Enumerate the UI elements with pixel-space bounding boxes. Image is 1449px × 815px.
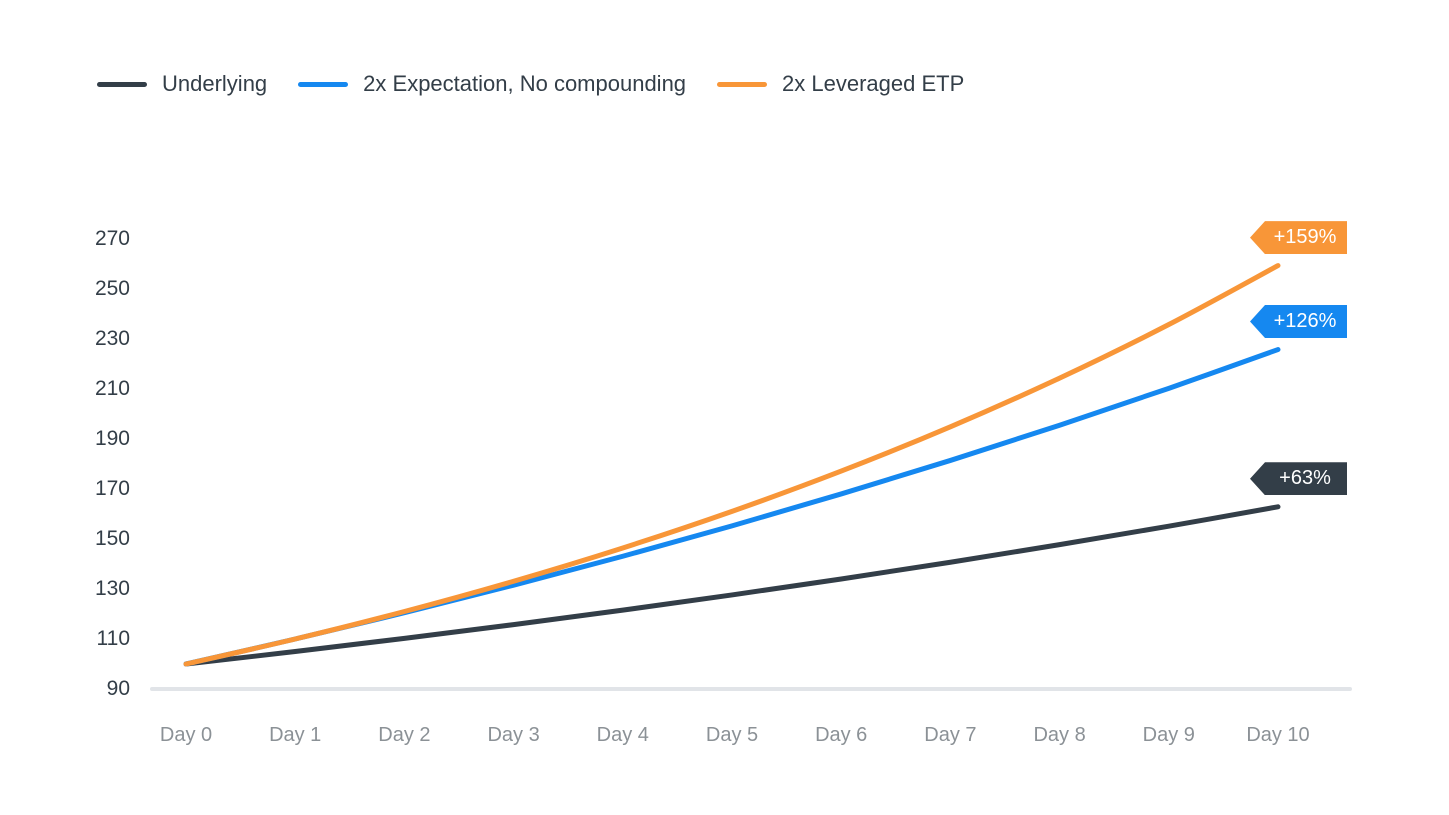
legend-item-2x-leveraged-etp: 2x Leveraged ETP bbox=[717, 70, 964, 98]
x-axis-label: Day 5 bbox=[705, 724, 759, 746]
x-axis-label: Day 10 bbox=[1246, 724, 1310, 746]
legend-item-underlying: Underlying bbox=[97, 70, 267, 98]
y-axis-label: 210 bbox=[94, 377, 130, 400]
y-axis-label: 90 bbox=[106, 677, 130, 700]
leveraged-etp-line bbox=[183, 263, 1281, 667]
expectation-line bbox=[183, 347, 1281, 667]
y-axis-label: 130 bbox=[94, 577, 130, 600]
end-badge-underlying: +63% bbox=[1250, 462, 1347, 496]
x-axis-label: Day 9 bbox=[1142, 724, 1195, 746]
x-axis-label: Day 8 bbox=[1033, 724, 1086, 746]
x-axis-label: Day 1 bbox=[269, 724, 322, 746]
legend-item-2x-expectation: 2x Expectation, No compounding bbox=[298, 70, 686, 98]
y-axis-label: 170 bbox=[94, 477, 130, 500]
legend-label-underlying: Underlying bbox=[162, 71, 268, 96]
y-axis-label: 250 bbox=[94, 277, 130, 300]
x-axis-label: Day 2 bbox=[378, 724, 431, 746]
chart-legend: Underlying 2x Expectation, No compoundin… bbox=[97, 70, 964, 98]
x-axis-label: Day 7 bbox=[924, 724, 977, 746]
x-axis-label: Day 6 bbox=[815, 724, 868, 746]
underlying-line bbox=[183, 504, 1281, 667]
end-badge-2x-leveraged-etp: +159% bbox=[1250, 221, 1347, 255]
end-badge-2x-expectation: +126% bbox=[1250, 305, 1347, 339]
y-axis-label: 190 bbox=[94, 427, 130, 450]
leveraged-etp-line-swatch-icon bbox=[717, 81, 768, 87]
y-axis-label: 230 bbox=[94, 327, 130, 350]
expectation-line-swatch-icon bbox=[298, 81, 349, 87]
legend-label-2x-leveraged-etp: 2x Leveraged ETP bbox=[782, 71, 965, 96]
y-axis-label: 270 bbox=[94, 227, 130, 250]
x-axis-label: Day 0 bbox=[159, 724, 213, 746]
legend-label-2x-expectation: 2x Expectation, No compounding bbox=[363, 71, 687, 96]
x-axis-label: Day 3 bbox=[487, 724, 540, 746]
underlying-line-swatch-icon bbox=[97, 81, 147, 87]
y-axis-label: 150 bbox=[94, 527, 130, 550]
x-axis-label: Day 4 bbox=[596, 724, 649, 746]
y-axis-label: 110 bbox=[96, 627, 130, 650]
